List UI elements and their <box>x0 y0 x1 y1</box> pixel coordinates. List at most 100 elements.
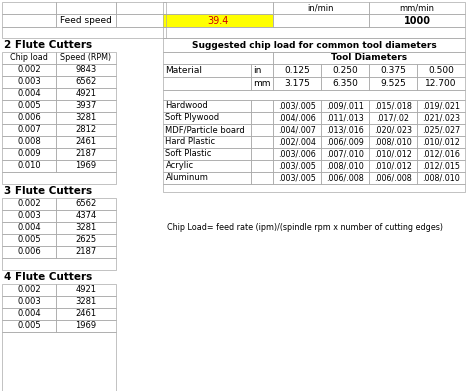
Text: Hard Plastic: Hard Plastic <box>165 138 216 147</box>
Bar <box>2 270 116 284</box>
Bar <box>56 64 116 76</box>
Bar <box>369 2 465 14</box>
Text: .010/.012: .010/.012 <box>374 149 412 158</box>
Bar <box>273 112 321 124</box>
Bar <box>56 88 116 100</box>
Bar <box>273 14 369 27</box>
Text: 1969: 1969 <box>75 321 97 330</box>
Bar <box>56 234 116 246</box>
Bar <box>2 52 56 64</box>
Text: 0.006: 0.006 <box>17 113 41 122</box>
Bar <box>56 64 116 76</box>
Bar <box>251 160 273 172</box>
Text: 0.004: 0.004 <box>17 90 41 99</box>
Text: 2461: 2461 <box>75 138 97 147</box>
Bar <box>116 14 166 27</box>
Bar <box>273 160 321 172</box>
Bar <box>56 124 116 136</box>
Bar <box>56 14 116 27</box>
Bar <box>56 2 116 14</box>
Text: 9.525: 9.525 <box>380 79 406 88</box>
Text: .004/.007: .004/.007 <box>278 126 316 135</box>
Bar <box>56 320 116 332</box>
Bar <box>163 112 251 124</box>
Bar <box>56 222 116 234</box>
Text: 0.007: 0.007 <box>17 126 41 135</box>
Bar <box>2 64 56 76</box>
Bar <box>56 100 116 112</box>
Bar <box>163 27 465 38</box>
Bar <box>273 172 321 184</box>
Text: 0.005: 0.005 <box>17 321 41 330</box>
Bar <box>251 148 273 160</box>
Text: Acrylic: Acrylic <box>165 161 193 170</box>
Bar <box>251 100 273 112</box>
Bar <box>163 184 465 192</box>
Bar <box>417 136 465 148</box>
Bar <box>417 148 465 160</box>
Bar <box>417 77 465 90</box>
Bar <box>2 198 56 210</box>
Text: 6562: 6562 <box>75 199 97 208</box>
Text: 0.125: 0.125 <box>284 66 310 75</box>
Text: 2187: 2187 <box>75 149 97 158</box>
Bar <box>251 172 273 184</box>
Text: 2461: 2461 <box>75 310 97 319</box>
Text: .012/.016: .012/.016 <box>422 149 460 158</box>
Bar <box>56 112 116 124</box>
Bar <box>2 148 56 160</box>
Text: 0.005: 0.005 <box>17 102 41 111</box>
Bar <box>273 112 321 124</box>
Bar <box>56 52 116 64</box>
Bar <box>2 258 116 270</box>
Bar <box>273 52 465 64</box>
Bar <box>321 160 369 172</box>
Bar <box>56 88 116 100</box>
Text: 1969: 1969 <box>75 161 97 170</box>
Bar <box>56 210 116 222</box>
Text: 3281: 3281 <box>75 298 97 307</box>
Bar <box>321 64 369 77</box>
Text: 2 Flute Cutters: 2 Flute Cutters <box>4 40 92 50</box>
Text: Chip Load= feed rate (ipm)/(spindle rpm x number of cutting edges): Chip Load= feed rate (ipm)/(spindle rpm … <box>167 224 443 233</box>
Bar <box>273 52 465 64</box>
Bar <box>417 124 465 136</box>
Bar <box>369 160 417 172</box>
Bar <box>56 148 116 160</box>
Bar <box>56 52 116 64</box>
Bar <box>2 52 56 64</box>
Text: MDF/Particle board: MDF/Particle board <box>165 126 245 135</box>
Bar <box>56 222 116 234</box>
Text: .006/.008: .006/.008 <box>374 174 412 183</box>
Bar <box>2 284 56 296</box>
Bar <box>369 160 417 172</box>
Bar <box>56 14 116 27</box>
Text: 2812: 2812 <box>75 126 97 135</box>
Bar <box>56 296 116 308</box>
Bar <box>417 124 465 136</box>
Bar <box>2 88 56 100</box>
Text: 0.006: 0.006 <box>17 248 41 256</box>
Bar <box>273 2 369 14</box>
Text: in/min: in/min <box>308 4 334 13</box>
Text: 0.003: 0.003 <box>17 298 41 307</box>
Text: 0.003: 0.003 <box>17 212 41 221</box>
Bar <box>163 27 465 38</box>
Bar <box>163 38 465 52</box>
Text: 0.010: 0.010 <box>17 161 41 170</box>
Bar <box>369 100 417 112</box>
Bar <box>163 64 251 77</box>
Bar <box>56 76 116 88</box>
Bar <box>56 198 116 210</box>
Bar <box>2 136 56 148</box>
Text: 3281: 3281 <box>75 113 97 122</box>
Bar <box>116 2 166 14</box>
Bar <box>163 52 273 64</box>
Text: .017/.02: .017/.02 <box>376 113 410 122</box>
Bar <box>116 14 166 27</box>
Bar <box>417 112 465 124</box>
Bar <box>56 198 116 210</box>
Bar <box>417 100 465 112</box>
Bar <box>163 136 251 148</box>
Bar <box>273 100 321 112</box>
